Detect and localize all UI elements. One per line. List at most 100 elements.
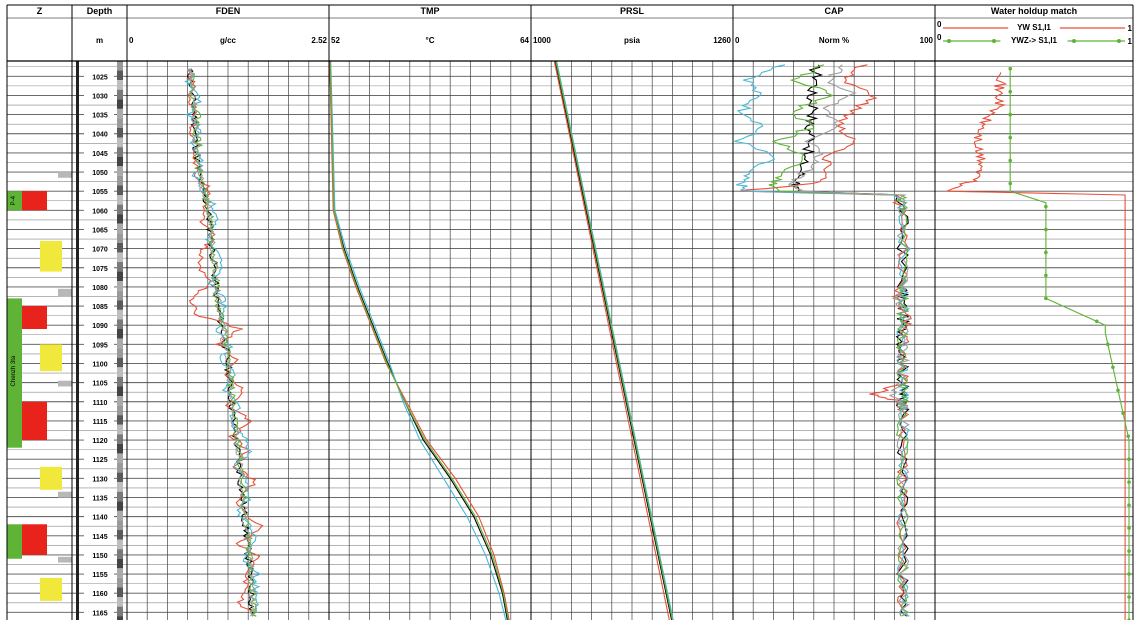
depth-lithology-segment bbox=[117, 147, 123, 157]
depth-lithology-segment bbox=[117, 453, 123, 464]
track-unit-fden: g/cc bbox=[220, 36, 237, 45]
tmp-curve bbox=[330, 60, 507, 620]
track-title-zone: Z bbox=[37, 6, 43, 16]
tmp-curve bbox=[329, 60, 509, 620]
zone-green-block bbox=[7, 298, 22, 448]
depth-tick-label: 1155 bbox=[92, 572, 107, 579]
holdup-legend-label-bg bbox=[1000, 35, 1068, 44]
holdup-legend-label-bg bbox=[1008, 22, 1060, 31]
prsl-curve bbox=[554, 60, 673, 620]
depth-lithology-segment bbox=[117, 606, 123, 617]
depth-lithology-segment bbox=[117, 587, 123, 598]
depth-left-strip bbox=[76, 61, 79, 620]
zone-label-upper: P-4 bbox=[11, 195, 17, 205]
depth-tick-label: 1080 bbox=[92, 285, 108, 292]
holdup-ywz-marker bbox=[1008, 66, 1013, 71]
depth-tick-label: 1115 bbox=[93, 419, 108, 426]
depth-tick-box bbox=[84, 455, 114, 464]
depth-tick-label: 1065 bbox=[92, 227, 108, 234]
holdup-ywz-marker bbox=[1044, 273, 1048, 278]
track-min-prsl: 1000 bbox=[533, 36, 551, 45]
depth-lithology-segment bbox=[117, 558, 123, 569]
depth-tick-label: 1095 bbox=[92, 342, 108, 349]
holdup-legend-name: YW S1,I1 bbox=[1017, 23, 1051, 32]
track-unit-cap: Norm % bbox=[819, 36, 849, 45]
zone-red-block bbox=[22, 306, 47, 330]
track-title-prsl: PRSL bbox=[620, 6, 645, 16]
fden-curve bbox=[187, 68, 258, 617]
depth-lithology-segment bbox=[117, 376, 123, 387]
cap-curve bbox=[740, 64, 913, 617]
depth-lithology-segment bbox=[117, 549, 123, 559]
depth-lithology-segment bbox=[117, 108, 123, 119]
depth-tick-box bbox=[84, 474, 114, 483]
depth-lithology-segment bbox=[117, 396, 123, 406]
depth-lithology-segment bbox=[117, 214, 123, 224]
depth-tick-label: 1130 bbox=[92, 476, 107, 483]
depth-lithology-segment bbox=[117, 185, 123, 196]
depth-tick-label: 1085 bbox=[92, 304, 108, 311]
holdup-legend-marker bbox=[1117, 39, 1121, 43]
depth-tick-label: 1165 bbox=[92, 610, 107, 617]
track-max-cap: 100 bbox=[920, 36, 934, 45]
depth-tick-box bbox=[84, 206, 114, 215]
track-title-tmp: TMP bbox=[421, 6, 440, 16]
depth-lithology-segment bbox=[117, 166, 123, 176]
depth-tick-box bbox=[84, 589, 114, 598]
track-min-tmp: 52 bbox=[331, 36, 340, 45]
depth-tick-box bbox=[84, 91, 114, 100]
holdup-ywz-marker bbox=[1116, 388, 1120, 393]
zone-red-block bbox=[22, 524, 47, 555]
depth-track: 1025 1030 1035 1040 1045 1050 1055 1060 1065 1070… bbox=[76, 61, 123, 620]
depth-lithology-segment bbox=[117, 568, 123, 578]
depth-tick-box bbox=[84, 110, 114, 119]
depth-lithology-segment bbox=[117, 415, 123, 425]
depth-lithology-segment bbox=[117, 577, 123, 588]
depth-tick-box bbox=[84, 531, 114, 540]
depth-tick-box bbox=[84, 244, 114, 253]
depth-lithology-segment bbox=[117, 597, 123, 607]
track-max-prsl: 1260 bbox=[713, 36, 731, 45]
holdup-ywz-marker bbox=[1126, 434, 1130, 439]
holdup-ywz-marker bbox=[1008, 181, 1013, 186]
track-unit-prsl: psia bbox=[624, 36, 641, 45]
depth-lithology-segment bbox=[117, 89, 123, 100]
holdup-legend-name: YWZ-> S1,I1 bbox=[1011, 36, 1058, 45]
track-min-fden: 0 bbox=[129, 36, 134, 45]
depth-lithology-segment bbox=[117, 329, 123, 339]
grid-lines bbox=[7, 61, 1133, 620]
depth-lithology-segment bbox=[117, 520, 123, 531]
fden-curve bbox=[184, 68, 262, 617]
prsl-curve bbox=[556, 60, 674, 620]
depth-lithology-segment bbox=[117, 118, 123, 129]
holdup-ywz-marker bbox=[1111, 365, 1115, 370]
zone-red-block bbox=[22, 191, 47, 211]
holdup-ywz-marker bbox=[1044, 250, 1048, 255]
depth-tick-label: 1055 bbox=[92, 189, 108, 196]
zone-gray-block bbox=[58, 288, 72, 297]
holdup-legend-marker bbox=[947, 39, 951, 43]
depth-tick-box bbox=[84, 550, 114, 559]
depth-tick-label: 1160 bbox=[92, 591, 107, 598]
depth-lithology-segment bbox=[117, 309, 123, 320]
depth-tick-label: 1145 bbox=[92, 534, 107, 541]
depth-tick-box bbox=[84, 512, 114, 521]
depth-tick-label: 1040 bbox=[92, 132, 108, 139]
track-title-cap: CAP bbox=[824, 6, 843, 16]
holdup-yw-curve bbox=[946, 72, 1126, 620]
depth-tick-box bbox=[84, 72, 114, 81]
zone-gray-block bbox=[58, 380, 72, 387]
depth-tick-label: 1045 bbox=[92, 151, 108, 158]
depth-tick-label: 1110 bbox=[93, 400, 108, 407]
cap-curve bbox=[768, 64, 910, 617]
depth-lithology-segment bbox=[117, 405, 123, 416]
depth-lithology-segment bbox=[117, 242, 123, 253]
depth-lithology-segment bbox=[117, 510, 123, 521]
zone-yellow-block bbox=[40, 466, 62, 490]
depth-lithology-segment bbox=[117, 424, 123, 435]
depth-tick-box bbox=[84, 282, 114, 291]
depth-tick-label: 1070 bbox=[92, 247, 108, 254]
